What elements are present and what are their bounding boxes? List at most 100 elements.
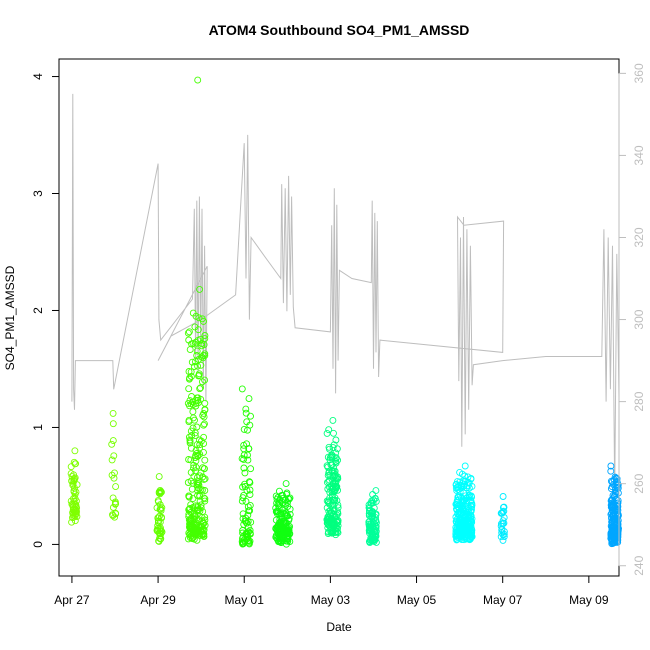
data-point	[325, 507, 333, 515]
data-point	[190, 535, 198, 543]
data-point	[186, 374, 194, 382]
data-point	[240, 445, 248, 453]
data-point	[158, 504, 166, 512]
data-point	[461, 462, 469, 470]
data-point	[196, 532, 204, 540]
data-point	[245, 445, 253, 453]
data-point	[192, 520, 200, 528]
data-point	[499, 517, 507, 525]
data-point	[201, 456, 209, 464]
data-point	[369, 508, 376, 515]
data-point	[186, 530, 194, 538]
data-point	[112, 483, 120, 491]
data-point	[453, 535, 461, 543]
data-point	[239, 540, 247, 548]
data-point	[197, 361, 205, 369]
data-point	[240, 455, 248, 463]
data-point	[187, 400, 195, 408]
data-point	[242, 409, 250, 417]
data-point	[330, 510, 338, 518]
data-point	[272, 516, 280, 524]
data-point	[272, 533, 280, 541]
y-tick-label: 2	[31, 307, 45, 314]
data-point	[465, 511, 473, 519]
data-point	[110, 474, 118, 482]
data-point	[111, 513, 119, 521]
data-point	[194, 480, 202, 488]
data-point	[72, 497, 80, 505]
data-point	[70, 477, 78, 485]
data-point	[328, 453, 336, 461]
data-point	[331, 487, 339, 495]
data-point	[71, 447, 79, 455]
data-point	[499, 531, 507, 539]
data-point	[368, 528, 376, 536]
data-point	[499, 536, 507, 544]
data-point	[332, 458, 340, 465]
data-point	[370, 515, 378, 523]
data-point	[72, 507, 80, 515]
data-point	[499, 504, 507, 511]
data-point	[192, 463, 200, 471]
data-point	[201, 405, 209, 413]
data-point	[188, 358, 196, 366]
data-point	[156, 532, 164, 540]
data-point	[372, 487, 380, 495]
data-point	[240, 425, 248, 433]
data-point	[238, 535, 246, 543]
data-point	[109, 437, 117, 445]
data-point	[157, 527, 165, 535]
data-point	[331, 521, 339, 529]
data-point	[456, 468, 464, 476]
data-point	[200, 448, 207, 456]
data-point	[156, 490, 164, 498]
data-point	[187, 530, 195, 538]
data-point	[157, 489, 165, 496]
data-point	[196, 450, 204, 458]
data-point	[240, 520, 248, 528]
data-point	[465, 508, 473, 516]
data-point	[328, 451, 336, 459]
data-point	[608, 496, 616, 504]
data-point	[323, 478, 331, 486]
data-point	[70, 487, 78, 495]
data-point	[187, 501, 195, 509]
data-point	[372, 517, 380, 525]
data-point	[197, 504, 205, 512]
data-point	[241, 517, 249, 525]
data-point	[71, 484, 78, 492]
data-point	[609, 526, 616, 534]
data-point	[453, 487, 461, 495]
data-point	[283, 528, 291, 536]
data-point	[193, 519, 201, 527]
right-y-tick-label: 260	[632, 473, 646, 493]
data-point	[194, 326, 202, 334]
data-point	[246, 421, 254, 429]
data-point	[188, 525, 196, 533]
data-point	[153, 526, 161, 534]
data-point	[607, 497, 615, 505]
data-point	[185, 456, 193, 463]
data-point	[329, 500, 337, 508]
y-tick-label: 1	[31, 424, 45, 431]
data-point	[327, 501, 335, 509]
data-point	[190, 472, 198, 480]
x-tick-label: May 05	[397, 593, 437, 607]
data-point	[280, 535, 288, 543]
data-point	[329, 485, 337, 493]
data-point	[608, 478, 616, 486]
data-point	[468, 530, 476, 537]
data-point	[245, 478, 253, 486]
data-point	[187, 444, 195, 452]
outlier-point	[192, 312, 200, 320]
data-point	[196, 285, 204, 293]
data-point	[185, 336, 193, 344]
data-point	[369, 499, 377, 507]
data-point	[280, 519, 288, 527]
y-axis-label: SO4_PM1_AMSSD	[3, 265, 17, 370]
data-point	[455, 496, 463, 504]
data-point	[608, 521, 616, 529]
data-point	[607, 467, 615, 475]
data-point	[613, 478, 621, 486]
data-point	[200, 421, 208, 429]
